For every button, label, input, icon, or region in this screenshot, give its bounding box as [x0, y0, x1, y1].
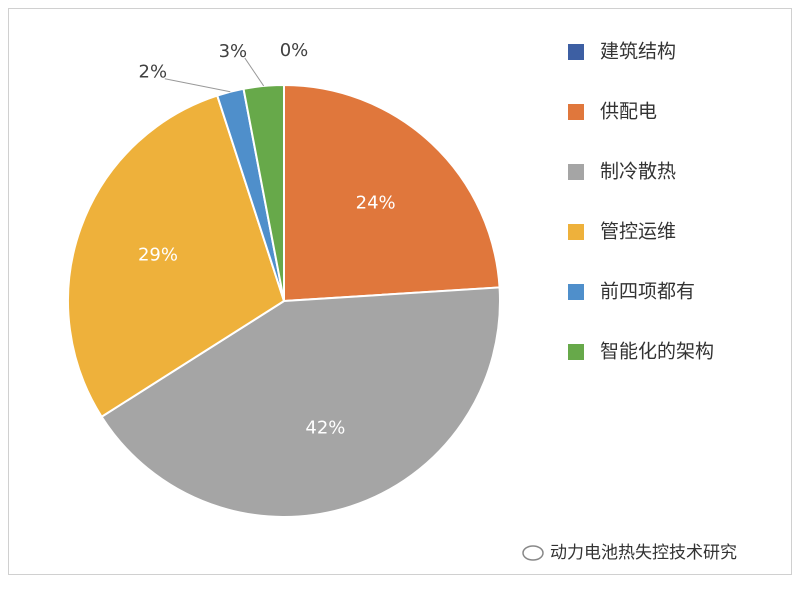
data-label: 0%	[280, 40, 309, 61]
data-label: 24%	[356, 192, 396, 213]
legend-swatch	[568, 224, 584, 240]
legend-swatch	[568, 284, 584, 300]
legend-label: 制冷散热	[600, 161, 676, 183]
leader-line	[164, 78, 231, 93]
legend-swatch	[568, 344, 584, 360]
data-label: 2%	[139, 62, 168, 83]
watermark: 动力电池热失控技术研究	[550, 543, 737, 563]
pie-slice	[100, 286, 501, 518]
data-label: 42%	[305, 417, 345, 438]
leader-line	[244, 57, 265, 87]
watermark-icon	[522, 545, 544, 561]
legend-swatch	[568, 44, 584, 60]
pie: 0% 24% 42% 29% 2% 3%	[67, 40, 501, 518]
legend-label: 供配电	[600, 101, 657, 123]
legend-label: 管控运维	[600, 221, 676, 243]
data-label: 3%	[219, 41, 248, 62]
legend-swatch	[568, 164, 584, 180]
legend-label: 智能化的架构	[600, 341, 714, 363]
legend-swatch	[568, 104, 584, 120]
pie-slice	[283, 83, 501, 303]
legend-label: 前四项都有	[600, 281, 695, 303]
pie-slice	[242, 83, 285, 302]
legend-label: 建筑结构	[600, 41, 676, 63]
pie-slice	[67, 94, 286, 419]
data-label: 29%	[138, 245, 178, 266]
watermark-group: 动力电池热失控技术研究	[522, 543, 737, 563]
